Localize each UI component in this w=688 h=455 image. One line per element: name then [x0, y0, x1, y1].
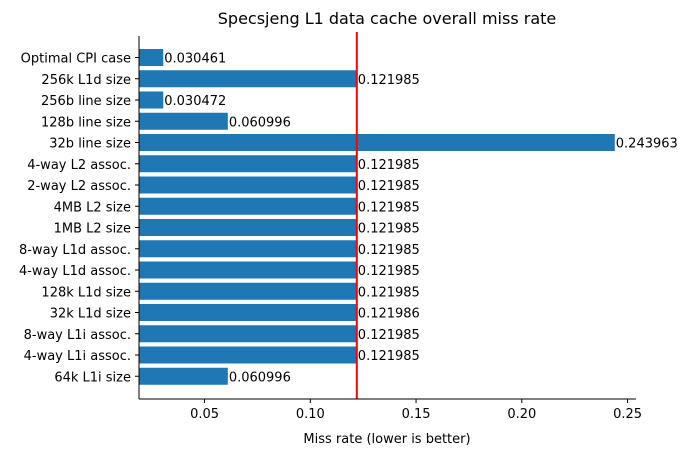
data-label-13: 0.121985	[358, 328, 420, 343]
data-label-10: 0.121985	[358, 264, 420, 279]
y-tick-label-6: 2-way L2 assoc.	[27, 179, 131, 194]
y-tick-label-2: 256b line size	[41, 94, 131, 109]
chart-title: Specsjeng L1 data cache overall miss rat…	[218, 9, 556, 28]
y-tick-label-1: 256k L1d size	[41, 73, 131, 88]
bar-12	[139, 304, 357, 321]
bar-5	[139, 155, 357, 173]
y-tick-label-11: 128k L1d size	[41, 285, 131, 300]
bar-8	[139, 219, 357, 236]
data-label-5: 0.121985	[358, 158, 420, 173]
y-tick-label-4: 32b line size	[49, 137, 131, 152]
axes-layer: Optimal CPI case 256k L1d size 256b line s…	[19, 36, 642, 422]
bar-7	[139, 197, 357, 215]
y-tick-label-10: 4-way L1d assoc.	[19, 264, 131, 279]
y-tick-label-5: 4-way L2 assoc.	[27, 158, 131, 173]
bar-3	[139, 112, 228, 130]
bar-10	[139, 261, 357, 279]
y-tick-label-3: 128b line size	[41, 115, 131, 130]
bar-13	[139, 325, 357, 343]
x-axis-label: Miss rate (lower is better)	[303, 432, 470, 447]
data-label-15: 0.060996	[229, 370, 291, 385]
bar-15	[139, 367, 228, 385]
y-tick-label-15: 64k L1i size	[54, 370, 131, 385]
bar-11	[139, 282, 357, 300]
y-tick-label-9: 8-way L1d assoc.	[19, 243, 131, 258]
x-tick-label-3: 0.20	[507, 407, 536, 422]
data-label-2: 0.030472	[164, 94, 226, 109]
data-label-11: 0.121985	[358, 285, 420, 300]
x-tick-label-0: 0.05	[190, 407, 219, 422]
data-label-0: 0.030461	[164, 52, 226, 67]
bar-0	[139, 49, 164, 66]
data-label-4: 0.243963	[616, 137, 678, 152]
bar-6	[139, 176, 357, 194]
data-label-7: 0.121985	[358, 200, 420, 215]
x-tick-label-1: 0.10	[296, 407, 325, 422]
data-label-3: 0.060996	[229, 115, 291, 130]
y-tick-label-13: 8-way L1i assoc.	[24, 328, 131, 343]
data-label-9: 0.121985	[358, 243, 420, 258]
data-label-12: 0.121986	[358, 307, 420, 322]
y-tick-label-8: 1MB L2 size	[54, 222, 131, 237]
y-tick-label-7: 4MB L2 size	[54, 200, 131, 215]
bar-4	[139, 134, 615, 151]
bar-9	[139, 240, 357, 258]
y-tick-label-0: Optimal CPI case	[21, 52, 131, 67]
bar-14	[139, 346, 357, 364]
data-label-14: 0.121985	[358, 349, 420, 364]
y-tick-label-14: 4-way L1i assoc.	[24, 349, 131, 364]
bar-1	[139, 70, 357, 88]
bars-layer: 0.0304610.1219850.0304720.0609960.243963…	[139, 49, 678, 385]
bar-2	[139, 91, 164, 109]
data-label-8: 0.121985	[358, 222, 420, 237]
data-label-1: 0.121985	[358, 73, 420, 88]
x-tick-label-2: 0.15	[402, 407, 431, 422]
data-label-6: 0.121985	[358, 179, 420, 194]
y-tick-label-12: 32k L1d size	[50, 307, 131, 322]
x-tick-label-4: 0.25	[613, 407, 642, 422]
